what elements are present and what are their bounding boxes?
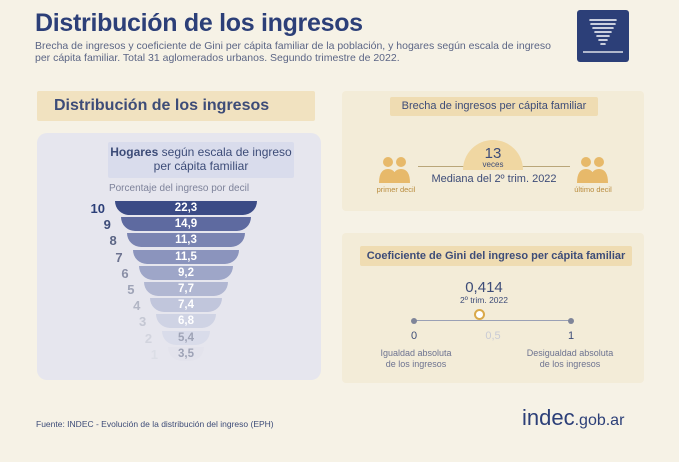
percentage-label: Porcentaje del ingreso por decil — [108, 183, 250, 194]
gini-right-label-line2: de los ingresos — [539, 359, 601, 369]
people-icon — [377, 155, 413, 190]
gini-scale-mid: 0,5 — [485, 330, 501, 342]
page-subtitle: Brecha de ingresos y coeficiente de Gini… — [35, 40, 551, 64]
gini-marker — [473, 309, 485, 320]
gini-value: 0,414 — [465, 279, 503, 296]
decile-bar: 11,3 — [126, 233, 246, 248]
decile-bar: 6,8 — [156, 314, 216, 329]
decile-label: 7 — [115, 249, 123, 265]
gini-scale-min: 0 — [410, 330, 418, 342]
decile-label: 8 — [109, 233, 117, 249]
brand-domain: .gob.ar — [574, 412, 625, 429]
distribution-header-bg — [37, 91, 315, 121]
brand-main: indec — [522, 405, 575, 430]
decile-bar: 11,5 — [132, 249, 240, 264]
hogares-label-bg — [108, 142, 294, 178]
brecha-title-bg — [390, 97, 598, 116]
decile-bar: 7,4 — [150, 298, 222, 313]
brecha-unit: veces — [482, 160, 504, 169]
primer-decil-label: primer decil — [376, 185, 416, 194]
gini-right-label-line1: Desigualdad absoluta — [526, 348, 614, 358]
gini-min-dot — [411, 318, 417, 324]
decile-label: 6 — [121, 265, 129, 281]
hogares-rest: según escala de ingreso per cápita famil… — [153, 145, 292, 173]
brand-logo: indec.gob.ar — [522, 405, 624, 431]
decile-label: 4 — [133, 298, 141, 314]
gini-left-label: Igualdad absoluta de los ingresos — [366, 348, 466, 370]
brecha-title: Brecha de ingresos per cápita familiar — [401, 100, 587, 112]
brecha-value: 13 — [484, 145, 502, 162]
decile-label: 2 — [144, 330, 153, 346]
distribution-section-title: Distribución de los ingresos — [54, 97, 270, 114]
gini-scale-line — [414, 320, 571, 321]
hogares-label: Hogares según escala de ingreso per cápi… — [108, 145, 294, 173]
decile-bar: 22,3 — [115, 201, 257, 215]
ultimo-decil-label: último decil — [574, 185, 612, 194]
gini-left-label-line2: de los ingresos — [385, 359, 447, 369]
gini-left-label-line1: Igualdad absoluta — [380, 348, 452, 358]
decile-label: 5 — [127, 282, 135, 297]
decile-bar: 9,2 — [138, 265, 234, 280]
decile-label: 3 — [138, 314, 147, 330]
gini-title-bg — [360, 246, 632, 266]
gini-title: Coeficiente de Gini del ingreso per cápi… — [366, 250, 626, 262]
brecha-median-label: Mediana del 2º trim. 2022 — [431, 173, 557, 185]
hogares-bold: Hogares — [110, 145, 159, 159]
decile-label: 10 — [90, 201, 105, 216]
decile-bar: 7,7 — [144, 282, 228, 296]
funnel-icon — [577, 10, 629, 62]
page-title: Distribución de los ingresos — [35, 9, 363, 37]
source-note: Fuente: INDEC - Evolución de la distribu… — [36, 419, 274, 429]
gini-max-dot — [568, 318, 574, 324]
decile-label: 9 — [103, 217, 111, 233]
decile-bar: 14,9 — [120, 217, 252, 232]
people-icon — [575, 155, 611, 190]
gini-period: 2º trim. 2022 — [460, 295, 508, 305]
decile-bar: 5,4 — [162, 330, 210, 345]
decile-bar: 3,5 — [168, 346, 204, 361]
gini-scale-max: 1 — [567, 330, 575, 342]
decile-label: 1 — [150, 346, 158, 362]
gini-right-label: Desigualdad absoluta de los ingresos — [515, 348, 625, 370]
